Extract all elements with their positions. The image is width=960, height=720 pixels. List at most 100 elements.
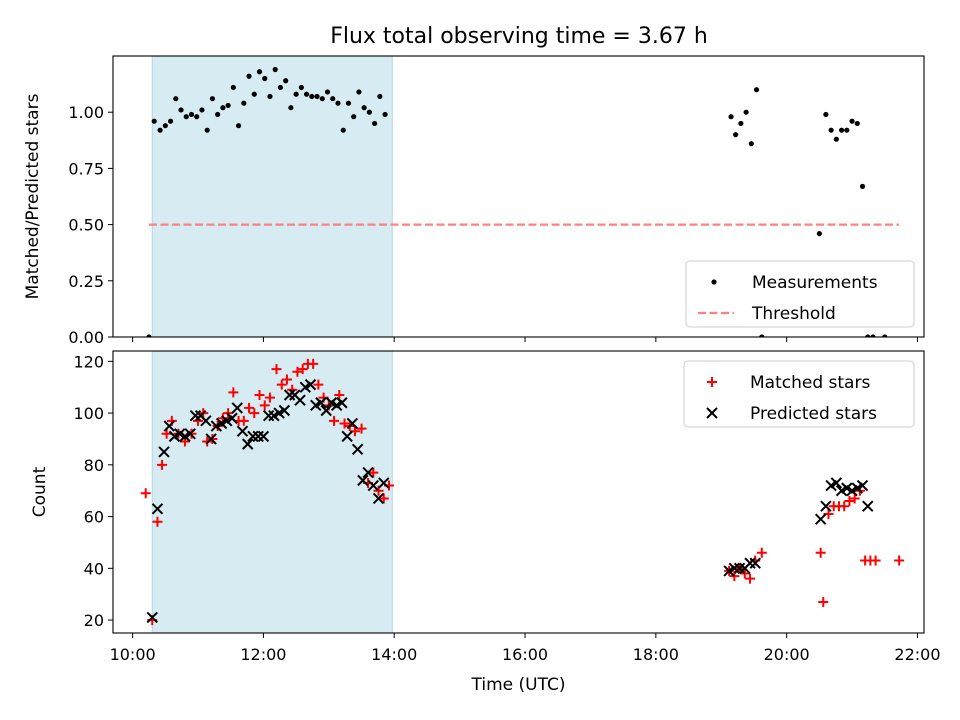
ratio-panel: 0.00 0.25 0.50 0.75 1.00 Matched/Predicted st… [23,55,925,347]
measurement-point [262,75,268,82]
matched-star-point [264,392,275,403]
matched-star-point [339,418,350,429]
legend-label: Predicted stars [750,404,877,424]
matched-star-point [228,387,239,398]
measurement-point [844,127,850,133]
matched-star-point [308,358,319,369]
predicted-star-point [231,402,243,414]
matched-star-point [894,555,905,566]
measurement-point [146,334,152,337]
y-tick-label: 0.25 [68,272,104,291]
matched-star-point [368,467,379,478]
predicted-star-point [733,562,746,575]
matched-star-point [313,379,324,390]
matched-star-point [157,459,168,470]
predicted-star-point [283,389,296,401]
measurement-point [173,96,179,102]
y-tick-label: 0.00 [68,328,104,347]
legend-box [683,360,915,428]
predicted-star-point [151,503,164,515]
matched-star-point [839,501,850,512]
matched-star-point [244,402,255,413]
matched-star-point [292,366,303,377]
matched-star-point [238,415,249,426]
matched-star-point [329,415,340,426]
predicted-star-point [362,466,374,479]
matched-star-point [739,568,750,579]
predicted-star-point [163,420,175,432]
measurement-point [162,123,168,129]
matched-star-point [745,573,756,584]
predicted-star-point [749,557,761,569]
axes-frame [112,55,925,338]
x-tick-label: 12:00 [240,645,286,664]
y-tick-label: 0.50 [68,216,104,235]
measurement-point [298,84,304,91]
predicted-star-point [158,446,170,458]
matched-star-point [849,493,860,504]
measurement-point [215,111,221,118]
measurement-point [859,183,866,189]
measurement-point [833,136,839,142]
predicted-star-point [357,474,369,487]
measurement-point [882,334,888,337]
y-tick-label: 1.00 [68,103,104,122]
y-tick-label: 40 [84,559,104,578]
predicted-star-point [372,492,385,505]
predicted-star-point [830,477,843,489]
measurement-point [865,334,871,337]
legend-label: Threshold [751,304,836,324]
measurement-point [738,120,744,127]
legend-measurement-swatch [711,279,717,285]
axes-frame [112,350,925,634]
predicted-star-point [728,562,741,575]
measurement-point [728,114,734,120]
predicted-star-point [351,443,364,456]
predicted-star-point [294,394,306,406]
measurement-point [372,120,378,127]
predicted-star-point [200,415,212,427]
matched-star-point [815,547,826,558]
matched-star-point [297,364,308,375]
measurement-point [314,93,320,100]
measurement-point [220,105,226,111]
predicted-star-point [304,378,317,391]
matched-star-point [276,379,287,390]
measurement-point [748,141,754,147]
measurement-point [157,127,163,133]
measurement-point [377,93,383,100]
predicted-star-point [184,428,196,440]
y-tick-label: 80 [84,456,104,475]
observing-span [151,55,393,338]
predicted-star-point [242,438,254,450]
matched-star-point [152,516,163,527]
x-tick-label: 10:00 [110,645,156,664]
measurement-point [828,127,834,133]
predicted-star-point [262,409,275,422]
matched-star-point [334,389,345,400]
y-axis-label: Matched/Predicted stars [23,93,43,299]
legend-label: Matched stars [750,373,870,393]
predicted-star-point [814,513,827,525]
y-tick-label: 20 [84,611,104,630]
predicted-star-point [367,479,380,492]
measurement-point [309,93,315,100]
predicted-star-point [820,500,832,512]
measurement-point [838,127,845,133]
measurement-point [361,105,367,111]
predicted-star-point [189,409,202,422]
y-axis-label: Count [30,466,50,517]
predicted-star-point [744,557,756,569]
matched-star-point [281,374,292,385]
y-tick-label: 60 [84,508,104,527]
measurement-point [194,114,200,120]
predicted-star-point [336,397,348,409]
chart-title: Flux total observing time = 3.67 h [330,24,708,49]
measurement-point [235,123,242,129]
measurement-point [151,118,157,124]
measurement-point [324,89,331,95]
matched-star-point [870,555,881,566]
predicted-star-point [320,404,332,417]
measurement-point [167,118,174,124]
